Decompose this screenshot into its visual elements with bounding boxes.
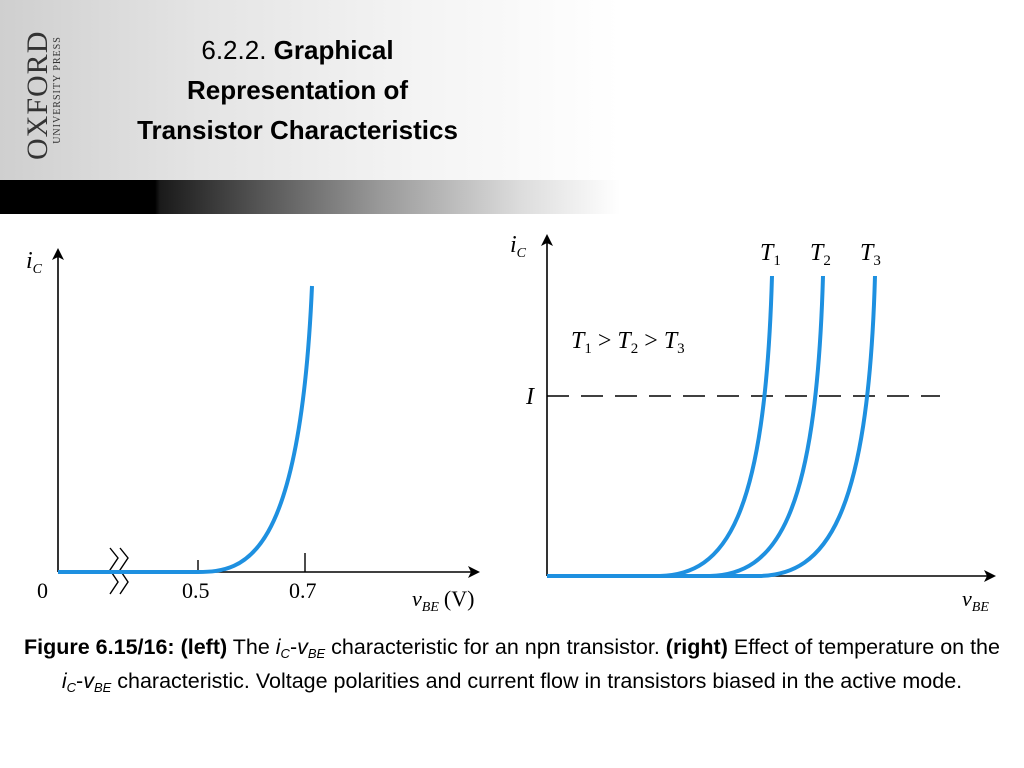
curve-t2 [547,275,825,578]
logo-main-text: OXFORD [21,30,54,160]
tick-label-0-7: 0.7 [289,578,317,603]
caption-vbe-sub: BE [307,646,326,661]
left-ic-curve [58,285,314,574]
caption-dash-2: - [76,669,84,693]
curve-t3 [547,275,877,578]
figure: iC 0 0.5 0.7 vBE (V) iC T1 T2 T3 T1 > T2 … [26,232,996,615]
right-graph: iC T1 T2 T3 T1 > T2 > T3 I vBE [510,232,996,615]
caption-left-tag: (left) [180,635,228,659]
caption-vbe: v [297,635,308,659]
logo-sub-text: UNIVERSITY PRESS [52,36,63,144]
left-graph: iC 0 0.5 0.7 vBE (V) [26,248,480,615]
title-number: 6.2.2. [201,35,267,65]
gradient-bar [0,180,1024,214]
right-y-axis-label: iC [510,232,527,261]
caption-text4: characteristic. Voltage polarities and c… [111,669,963,693]
caption-right-tag: (right) [665,635,728,659]
caption-ic-sub: C [280,646,290,661]
caption-text3: Effect of temperature on the [727,635,1000,659]
curve-label-t1: T1 [760,240,781,269]
caption-text2: characteristic for an npn transistor. [325,635,666,659]
curve-t1 [547,275,774,578]
curve-label-t3: T3 [860,240,881,269]
current-label: I [525,384,535,410]
slide-title: 6.2.2. Graphical Representation of Trans… [90,30,505,150]
oxford-logo: OXFORD UNIVERSITY PRESS [19,20,65,160]
tick-label-0-5: 0.5 [182,578,210,603]
right-x-axis-label: vBE [962,586,989,615]
caption-vbe-2-sub: BE [93,680,112,695]
slide-header: OXFORD UNIVERSITY PRESS 6.2.2. Graphical… [0,0,1024,180]
figure-caption: Figure 6.15/16: (left) The iC-vBE charac… [20,630,1004,698]
caption-ic-2-sub: C [66,680,77,695]
caption-ic-2: i [61,669,67,693]
caption-fig-label: Figure 6.15/16: [24,635,175,659]
curve-label-t2: T2 [810,240,831,269]
title-line3: Transistor Characteristics [137,115,458,145]
caption-text1: The [227,635,276,659]
left-x-axis-label: vBE (V) [412,586,474,615]
caption-dash: - [289,635,298,659]
temperature-relation: T1 > T2 > T3 [571,328,685,357]
caption-vbe-2: v [83,669,94,693]
caption-ic: i [275,635,281,659]
origin-label: 0 [37,578,48,603]
title-line1: Graphical [273,35,394,65]
left-y-axis-label: iC [26,248,43,277]
title-line2: Representation of [186,75,409,105]
